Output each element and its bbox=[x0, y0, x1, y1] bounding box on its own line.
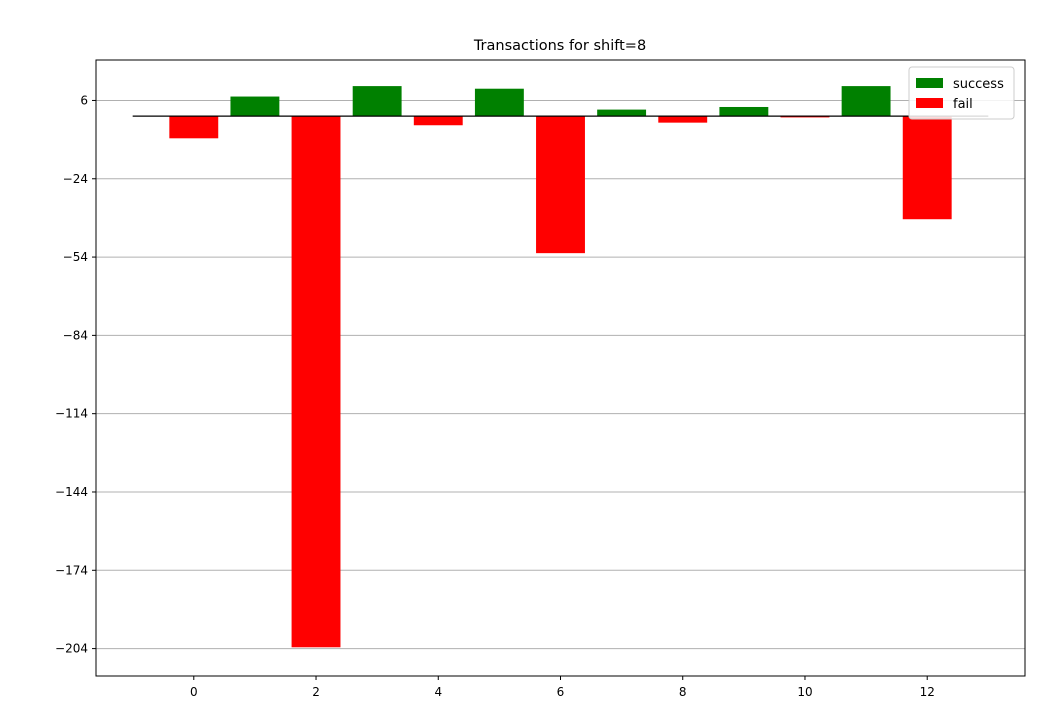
fail-bar bbox=[169, 116, 219, 139]
fail-bar bbox=[413, 116, 463, 126]
x-tick-label: 12 bbox=[920, 685, 935, 699]
chart-title: Transactions for shift=8 bbox=[473, 38, 646, 54]
x-tick-label: 10 bbox=[797, 685, 812, 699]
x-tick-label: 0 bbox=[190, 685, 198, 699]
success-bar bbox=[841, 86, 891, 117]
legend-label-fail: fail bbox=[953, 97, 973, 112]
fail-bar bbox=[291, 116, 341, 648]
fail-bar bbox=[780, 116, 830, 118]
y-axis: 6 −24 −54 −84 −114 −144 −174 −204 bbox=[55, 93, 96, 656]
legend: success fail bbox=[908, 66, 1015, 120]
legend-swatch-fail bbox=[916, 98, 943, 108]
y-tick-label: −114 bbox=[55, 407, 88, 421]
y-gridlines bbox=[96, 99, 1025, 650]
x-tick-label: 6 bbox=[557, 685, 565, 699]
legend-label-success: success bbox=[953, 77, 1004, 92]
x-tick-label: 4 bbox=[434, 685, 442, 699]
y-tick-label: −24 bbox=[63, 172, 88, 186]
x-axis: 0 2 4 6 8 10 12 bbox=[190, 676, 935, 699]
y-tick-label: 6 bbox=[80, 93, 88, 107]
success-bar bbox=[719, 106, 769, 117]
legend-swatch-success bbox=[916, 78, 943, 88]
x-tick-label: 2 bbox=[312, 685, 320, 699]
x-tick-label: 8 bbox=[679, 685, 687, 699]
y-tick-label: −54 bbox=[63, 250, 88, 264]
fail-bar bbox=[658, 116, 708, 123]
y-tick-label: −144 bbox=[55, 485, 88, 499]
success-bar bbox=[352, 86, 402, 117]
y-tick-label: −84 bbox=[63, 328, 88, 342]
fail-bar bbox=[536, 116, 585, 254]
y-tick-label: −204 bbox=[55, 642, 88, 656]
success-bar bbox=[230, 96, 280, 117]
bars bbox=[169, 86, 952, 648]
success-bar bbox=[597, 109, 647, 117]
success-bar bbox=[474, 88, 524, 117]
y-tick-label: −174 bbox=[55, 563, 88, 577]
fail-bar bbox=[902, 116, 952, 220]
